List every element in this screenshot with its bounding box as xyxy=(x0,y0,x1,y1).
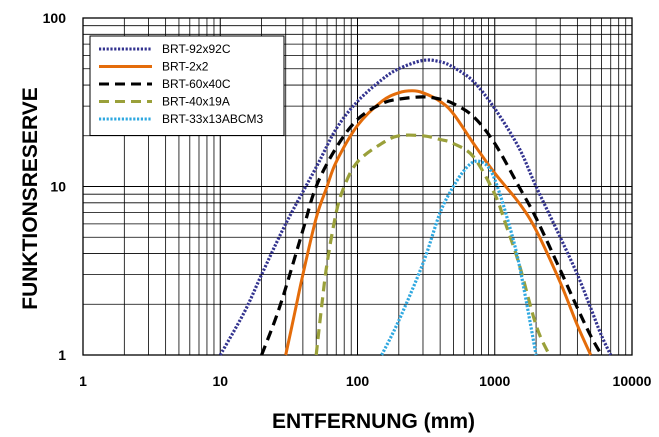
x-tick-label: 10000 xyxy=(613,373,652,389)
y-axis-title: FUNKTIONSRESERVE xyxy=(19,87,42,309)
y-tick-label: 1 xyxy=(58,347,66,363)
x-tick-label: 100 xyxy=(346,373,370,389)
plot-frame xyxy=(82,17,633,356)
legend-label: BRT-2x2 xyxy=(162,60,209,74)
x-tick-label: 1000 xyxy=(479,373,510,389)
series-line-brt-92x92c xyxy=(218,58,613,356)
y-tick-label: 100 xyxy=(43,10,67,26)
legend-label: BRT-60x40C xyxy=(162,77,231,91)
x-tick-label: 10 xyxy=(212,373,228,389)
x-tick-labels: 1 10 100 1000 10000 xyxy=(79,373,652,389)
y-tick-label: 10 xyxy=(50,179,66,195)
y-tick-labels: 1 10 100 xyxy=(43,10,67,363)
series-line-brt-60x40c xyxy=(260,95,603,356)
x-axis-title: ENTFERNUNG (mm) xyxy=(272,410,475,433)
series-line-brt-33x13abcm3 xyxy=(380,159,538,356)
series-lines xyxy=(218,58,613,356)
x-tick-label: 1 xyxy=(79,373,87,389)
legend-label: BRT-92x92C xyxy=(162,42,231,56)
series-line-brt-40x19a xyxy=(314,133,551,356)
legend-label: BRT-40x19A xyxy=(162,95,230,109)
series-line-brt-2x2 xyxy=(284,89,593,356)
legend-label: BRT-33x13ABCM3 xyxy=(162,112,263,126)
legend: BRT-92x92C BRT-2x2 BRT-60x40C BRT-40x19A BRT… xyxy=(89,35,285,136)
